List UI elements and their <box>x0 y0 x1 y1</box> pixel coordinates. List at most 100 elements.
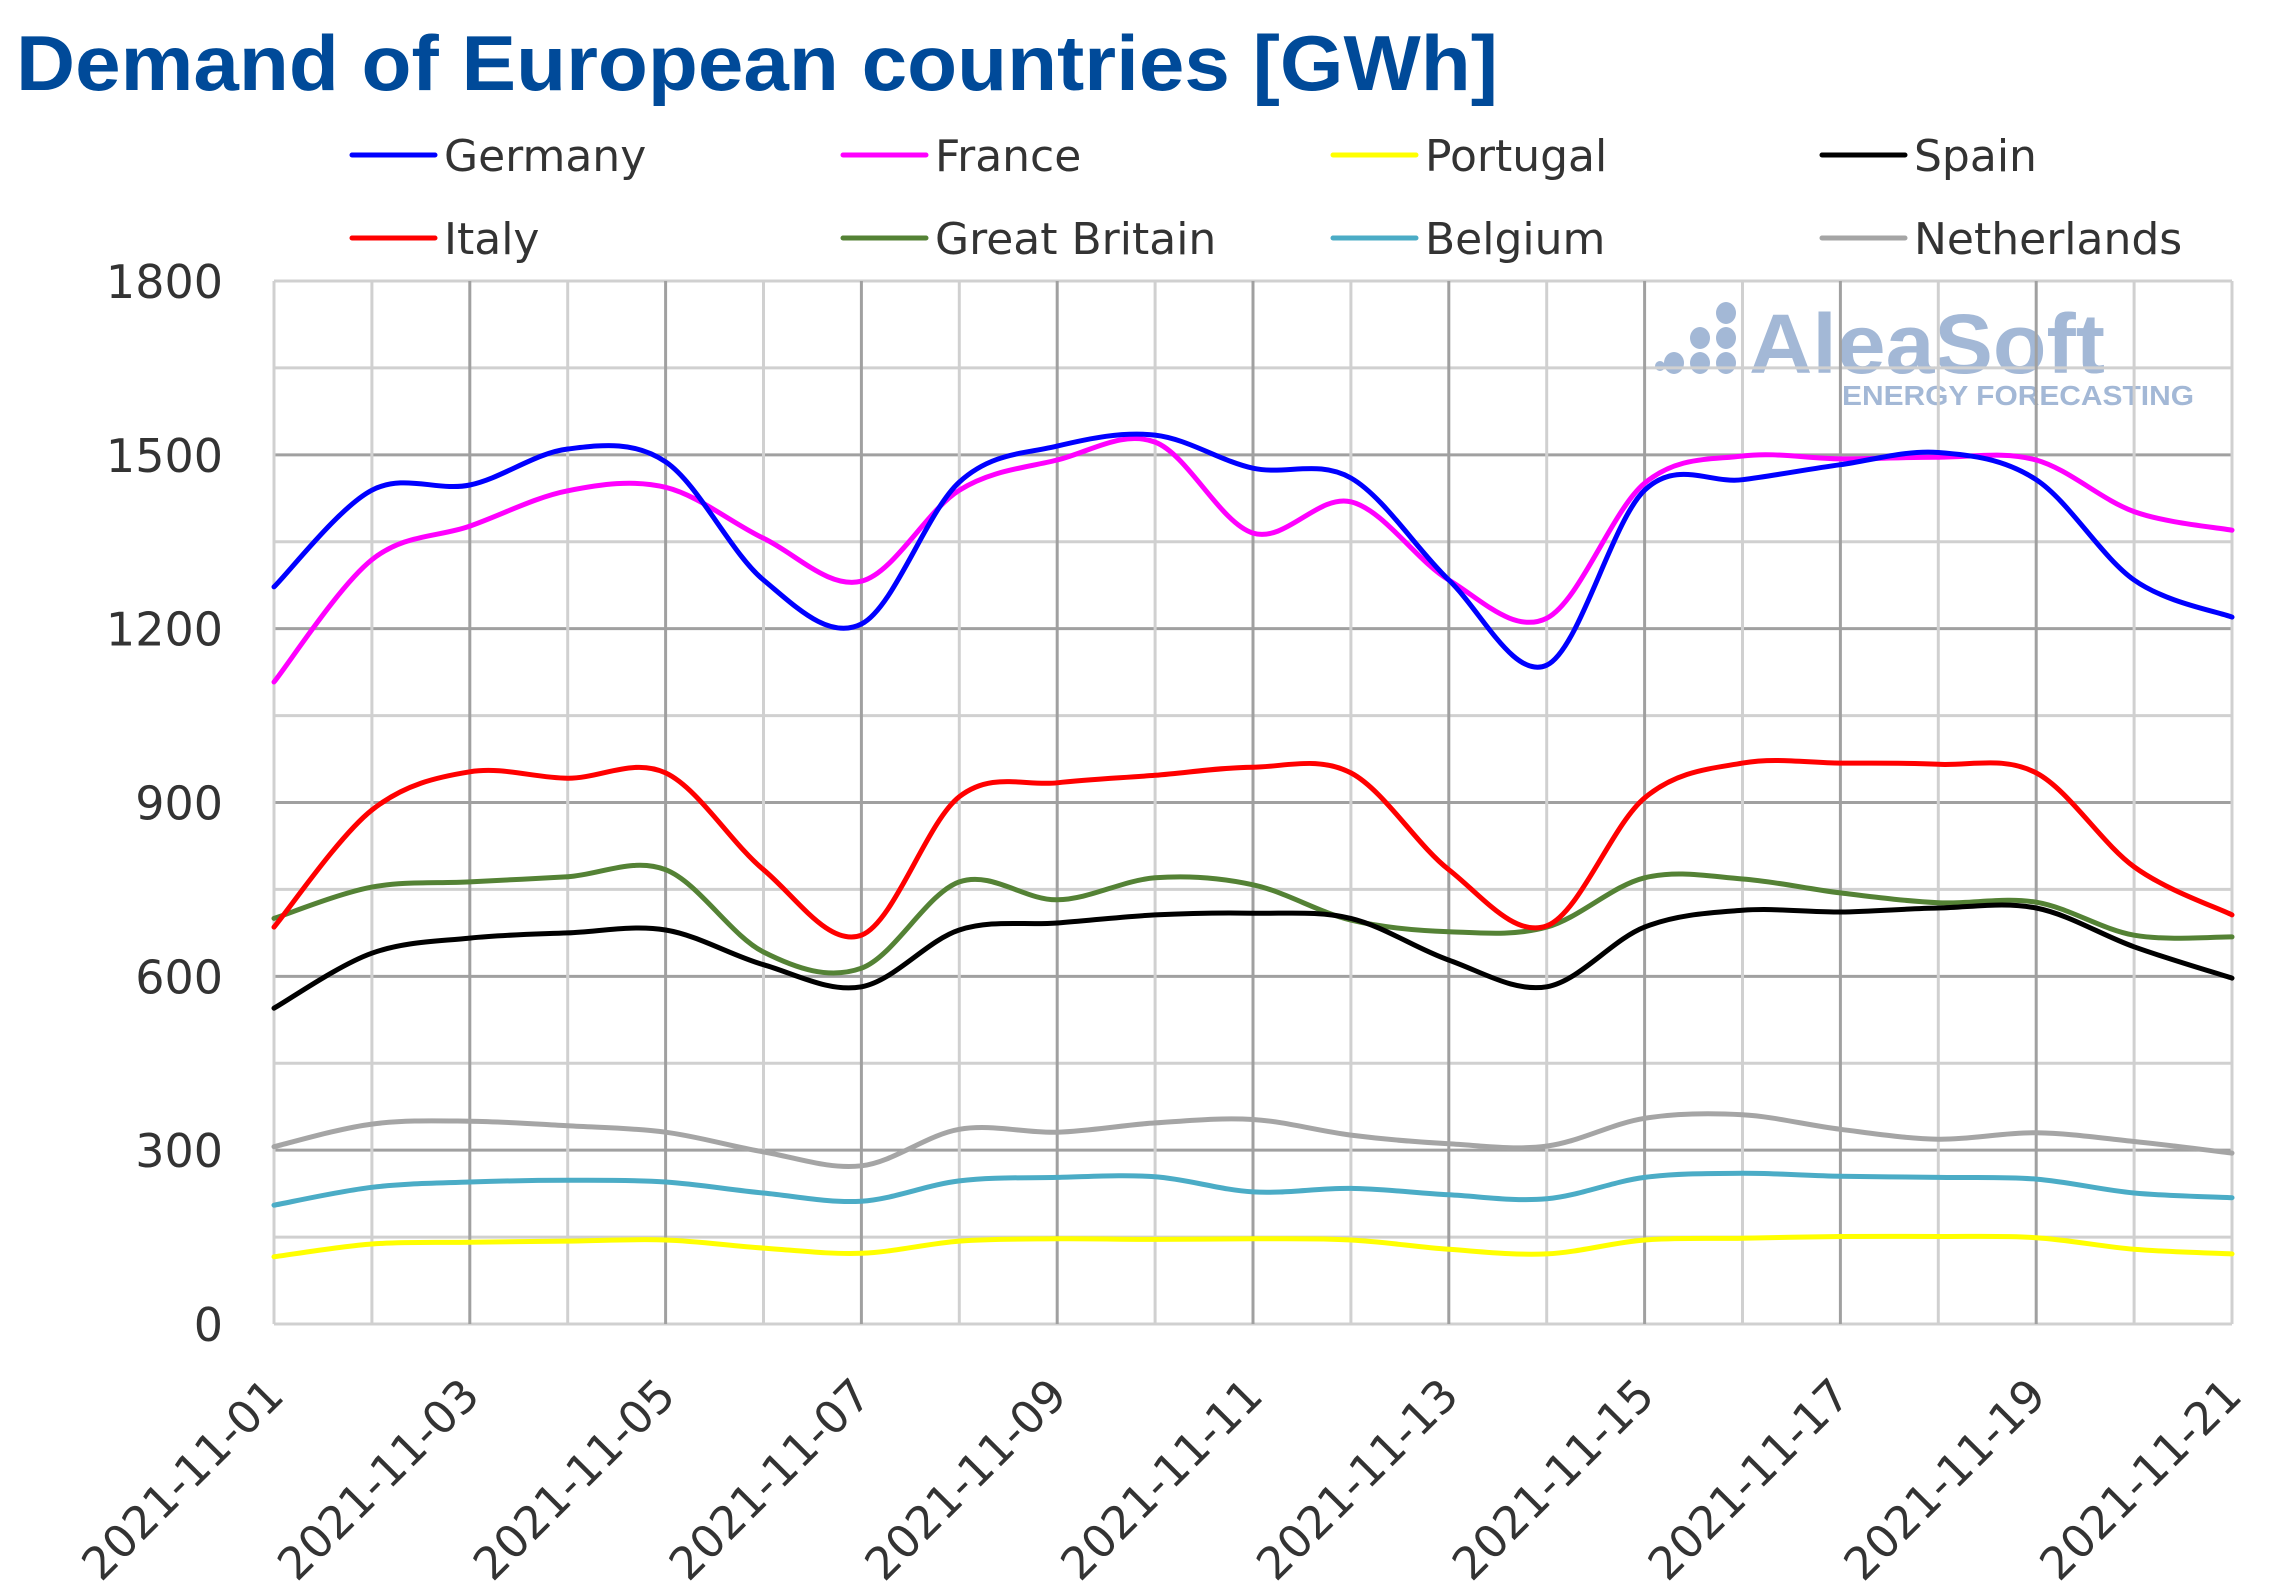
data-point-belgium <box>1936 1175 1941 1180</box>
data-point-great-britain <box>957 879 962 884</box>
data-point-france <box>467 524 472 529</box>
data-point-netherlands <box>1838 1127 1843 1132</box>
data-point-spain <box>2034 905 2039 910</box>
legend-label: Portugal <box>1425 131 1607 182</box>
data-point-france <box>761 536 766 541</box>
chart-title: Demand of European countries [GWh] <box>16 19 1498 107</box>
data-point-belgium <box>467 1180 472 1185</box>
data-point-belgium <box>1544 1196 1549 1201</box>
data-point-spain <box>272 1006 277 1011</box>
series-line-great-britain <box>271 862 2235 976</box>
data-point-france <box>1544 616 1549 621</box>
x-tick-label: 2021-11-05 <box>463 1368 685 1589</box>
data-point-netherlands <box>1642 1116 1647 1121</box>
data-point-netherlands <box>1936 1137 1941 1142</box>
data-point-netherlands <box>1544 1144 1549 1149</box>
data-point-italy <box>2034 770 2039 775</box>
data-point-italy <box>1936 762 1941 767</box>
legend-item-netherlands: Netherlands <box>1819 214 2182 265</box>
x-tick-label: 2021-11-21 <box>2029 1368 2251 1589</box>
data-point-portugal <box>1642 1237 1647 1242</box>
data-point-spain <box>1838 910 1843 915</box>
data-point-portugal <box>2230 1251 2235 1256</box>
watermark-tagline: ENERGY FORECASTING <box>1842 380 2194 411</box>
data-point-portugal <box>1251 1236 1256 1241</box>
data-point-italy <box>859 933 864 938</box>
data-point-germany <box>1348 476 1353 481</box>
data-point-portugal <box>1740 1236 1745 1241</box>
data-point-france <box>272 679 277 684</box>
data-point-great-britain <box>1055 897 1060 902</box>
data-point-germany <box>1055 444 1060 449</box>
series-line-belgium <box>271 1170 2235 1208</box>
data-point-spain <box>1740 908 1745 913</box>
data-point-great-britain <box>1642 875 1647 880</box>
data-point-spain <box>1544 984 1549 989</box>
data-point-portugal <box>565 1239 570 1244</box>
data-point-great-britain <box>2034 900 2039 905</box>
data-point-portugal <box>1838 1234 1843 1239</box>
data-point-italy <box>1446 867 1451 872</box>
legend-item-germany: Germany <box>349 131 646 182</box>
data-point-germany <box>1936 450 1941 455</box>
legend-label: Netherlands <box>1914 214 2182 265</box>
x-tick-label: 2021-11-07 <box>659 1368 881 1589</box>
legend-label: Italy <box>444 214 539 265</box>
data-point-germany <box>1153 433 1158 438</box>
data-point-italy <box>272 925 277 930</box>
data-point-spain <box>859 984 864 989</box>
aleasoft-watermark-logo: AleaSoft ENERGY FORECASTING <box>1655 297 2194 411</box>
data-point-portugal <box>467 1240 472 1245</box>
data-point-spain <box>663 927 668 932</box>
legend-label: Spain <box>1914 131 2037 182</box>
data-point-great-britain <box>272 916 277 921</box>
data-point-belgium <box>565 1178 570 1183</box>
data-point-france <box>369 557 374 562</box>
data-point-netherlands <box>2230 1151 2235 1156</box>
legend-label: France <box>935 131 1081 182</box>
data-point-portugal <box>1936 1234 1941 1239</box>
data-point-portugal <box>1348 1237 1353 1242</box>
data-point-italy <box>1153 773 1158 778</box>
x-tick-label: 2021-11-13 <box>1246 1368 1468 1589</box>
y-tick-label: 1200 <box>106 603 223 657</box>
data-point-spain <box>1936 905 1941 910</box>
data-point-belgium <box>859 1199 864 1204</box>
data-point-germany <box>565 447 570 452</box>
data-point-italy <box>369 808 374 813</box>
data-point-italy <box>2230 912 2235 917</box>
data-point-netherlands <box>1251 1117 1256 1122</box>
data-point-italy <box>761 867 766 872</box>
data-point-netherlands <box>1446 1141 1451 1146</box>
legend-label: Great Britain <box>935 214 1216 265</box>
legend-item-italy: Italy <box>349 214 539 265</box>
y-tick-label: 0 <box>194 1298 223 1352</box>
data-point-spain <box>957 927 962 932</box>
data-point-netherlands <box>1740 1112 1745 1117</box>
legend-item-great-britain: Great Britain <box>840 214 1216 265</box>
data-point-portugal <box>1153 1237 1158 1242</box>
data-point-great-britain <box>369 885 374 890</box>
data-point-germany <box>467 482 472 487</box>
data-point-spain <box>467 936 472 941</box>
data-point-italy <box>1642 795 1647 800</box>
data-point-spain <box>565 930 570 935</box>
data-point-netherlands <box>272 1144 277 1149</box>
series-line-netherlands <box>271 1111 2235 1169</box>
data-point-spain <box>761 962 766 967</box>
data-point-france <box>1348 499 1353 504</box>
data-point-great-britain <box>1838 890 1843 895</box>
series-line-italy <box>271 758 2235 940</box>
data-point-germany <box>1740 477 1745 482</box>
data-point-belgium <box>1153 1174 1158 1179</box>
x-tick-label: 2021-11-11 <box>1050 1368 1272 1589</box>
data-point-spain <box>369 951 374 956</box>
data-point-belgium <box>1740 1171 1745 1176</box>
x-tick-label: 2021-11-03 <box>267 1368 489 1589</box>
x-axis: 2021-11-012021-11-032021-11-052021-11-07… <box>71 1368 2251 1589</box>
data-point-spain <box>1251 911 1256 916</box>
data-point-italy <box>467 769 472 774</box>
data-point-belgium <box>1642 1175 1647 1180</box>
data-point-italy <box>565 776 570 781</box>
